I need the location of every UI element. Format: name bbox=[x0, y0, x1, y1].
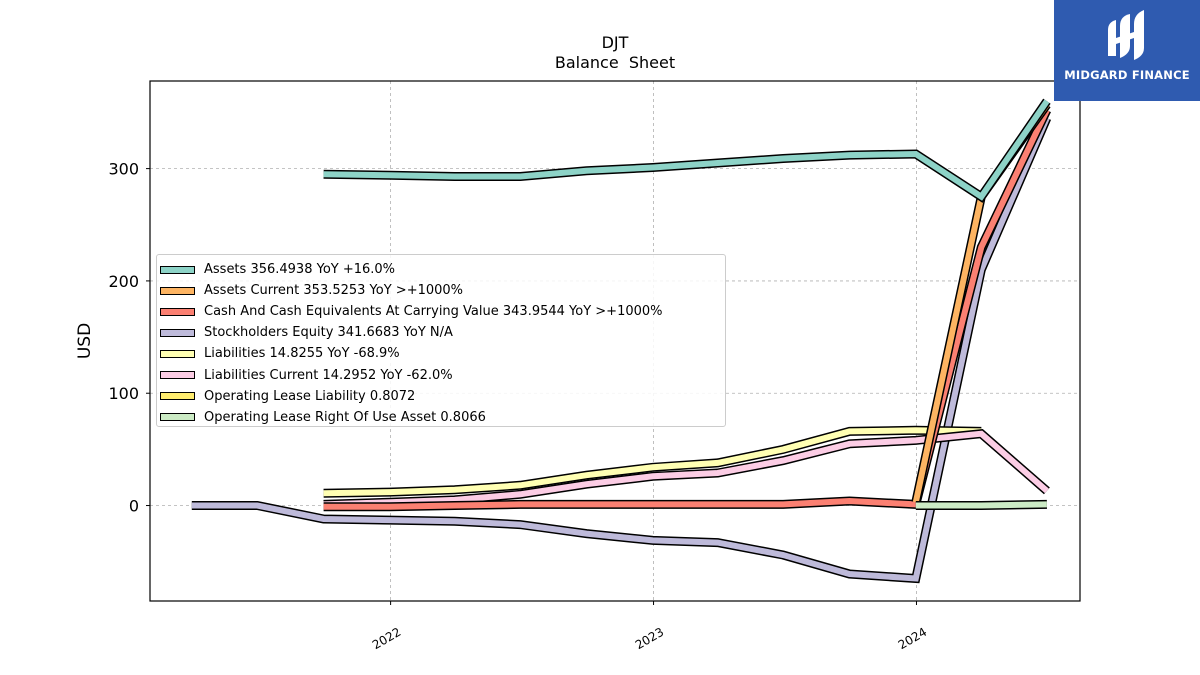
legend-swatch bbox=[160, 328, 195, 337]
legend-label: Cash And Cash Equivalents At Carrying Va… bbox=[204, 304, 663, 320]
legend-item: Operating Lease Liability 0.8072 bbox=[160, 386, 725, 407]
legend-swatch bbox=[160, 413, 195, 422]
legend-item: Assets 356.4938 YoY +16.0% bbox=[160, 259, 725, 280]
legend-item: Assets Current 353.5253 YoY >+1000% bbox=[160, 280, 725, 301]
legend-swatch bbox=[160, 286, 195, 295]
series-stroke bbox=[915, 501, 1047, 509]
series-lines bbox=[191, 98, 1052, 584]
series-line bbox=[915, 499, 1047, 510]
chart-subtitle: Balance Sheet bbox=[555, 53, 675, 72]
chart-legend: Assets 356.4938 YoY +16.0% Assets Curren… bbox=[156, 254, 726, 427]
y-tick-label: 0 bbox=[129, 497, 139, 516]
legend-swatch bbox=[160, 392, 195, 401]
series-stroke bbox=[323, 99, 1050, 201]
legend-label: Liabilities Current 14.2952 YoY -62.0% bbox=[204, 367, 453, 383]
plot-frame bbox=[149, 80, 1081, 602]
series-stroke bbox=[191, 116, 1050, 582]
legend-label: Liabilities 14.8255 YoY -68.9% bbox=[204, 346, 400, 362]
legend-label: Operating Lease Liability 0.8072 bbox=[204, 388, 416, 404]
y-tick-label: 200 bbox=[108, 272, 139, 291]
legend-item: Stockholders Equity 341.6683 YoY N/A bbox=[160, 322, 725, 343]
y-tick-label: 300 bbox=[108, 160, 139, 179]
series-outline bbox=[323, 98, 1051, 203]
legend-label: Assets 356.4938 YoY +16.0% bbox=[204, 262, 396, 278]
brand-name: MIDGARD FINANCE bbox=[1064, 68, 1190, 82]
series-line bbox=[323, 425, 982, 498]
legend-swatch bbox=[160, 349, 195, 358]
legend-swatch bbox=[160, 371, 195, 380]
y-axis-label: USD bbox=[75, 323, 95, 359]
x-tick-label: 2022 bbox=[370, 625, 403, 652]
legend-label: Stockholders Equity 341.6683 YoY N/A bbox=[204, 325, 453, 341]
midgard-logo-icon bbox=[1108, 10, 1144, 60]
x-tick-label: 2024 bbox=[896, 625, 929, 652]
y-tick-label: 100 bbox=[108, 384, 139, 403]
series-line bbox=[323, 98, 1051, 203]
legend-item: Operating Lease Right Of Use Asset 0.806… bbox=[160, 407, 725, 428]
midgard-finance-logo: MIDGARD FINANCE bbox=[1054, 0, 1200, 101]
legend-label: Operating Lease Right Of Use Asset 0.806… bbox=[204, 409, 486, 425]
x-tick-label: 2023 bbox=[633, 625, 666, 652]
legend-item: Liabilities 14.8255 YoY -68.9% bbox=[160, 343, 725, 364]
series-line bbox=[191, 116, 1052, 584]
legend-swatch bbox=[160, 265, 195, 274]
legend-swatch bbox=[160, 307, 195, 316]
legend-item: Cash And Cash Equivalents At Carrying Va… bbox=[160, 301, 725, 322]
series-stroke bbox=[323, 427, 982, 497]
chart-title: DJT bbox=[602, 33, 629, 52]
legend-item: Liabilities Current 14.2952 YoY -62.0% bbox=[160, 364, 725, 385]
legend-label: Assets Current 353.5253 YoY >+1000% bbox=[204, 283, 464, 299]
